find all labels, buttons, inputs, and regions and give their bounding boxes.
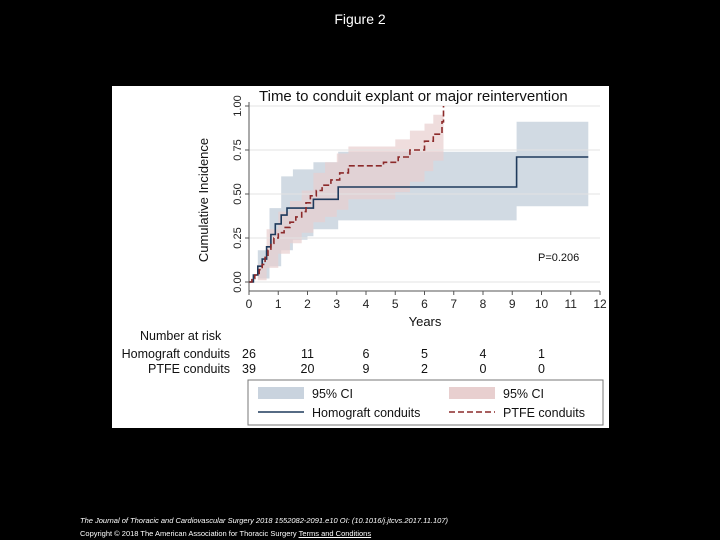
figure-panel: 0.00 0.25 0.50 0.75 1.00 0 1 2 3 4 5 6 7 8 9 10 11 12 Tim… — [112, 86, 609, 428]
x-tick-label-5: 5 — [392, 297, 399, 311]
terms-link[interactable]: Terms and Conditions — [298, 529, 372, 538]
risk-value-0-4: 4 — [480, 347, 487, 361]
risk-value-0-0: 26 — [242, 347, 256, 361]
x-tick-label-12: 12 — [593, 297, 607, 311]
legend-box — [247, 379, 604, 426]
risk-value-1-0: 39 — [242, 362, 256, 376]
risk-value-1-4: 0 — [480, 362, 487, 376]
x-tick-label-9: 9 — [509, 297, 516, 311]
series-line-ptfe — [249, 106, 445, 283]
legend-label-1: 95% CI — [503, 387, 544, 401]
legend-label-3: PTFE conduits — [503, 406, 585, 420]
legend-label-2: Homograft conduits — [312, 406, 420, 420]
series-line-layer — [249, 106, 589, 283]
x-tick-label-8: 8 — [480, 297, 487, 311]
risk-value-0-2: 6 — [363, 347, 370, 361]
copyright-text: Copyright © 2018 The American Associatio… — [80, 529, 297, 538]
risk-table-header: Number at risk — [140, 329, 222, 343]
x-tick-label-1: 1 — [275, 297, 282, 311]
p-value-annotation: P=0.206 — [538, 252, 579, 264]
risk-row-label-0: Homograft conduits — [122, 347, 230, 361]
x-tick-label-6: 6 — [421, 297, 428, 311]
slide-title: Figure 2 — [334, 11, 386, 27]
risk-value-1-1: 20 — [301, 362, 315, 376]
series-line-homograft — [249, 156, 589, 283]
legend: 95% CI 95% CI Homograft conduits PTFE condu… — [247, 379, 604, 426]
x-tick-label-3: 3 — [333, 297, 340, 311]
y-axis-label: Cumulative Incidence — [196, 138, 211, 262]
chart-svg: 0.000.250.500.751.000 1 2 3 4 5 6 7 8 9 10 11 12 Tim… — [122, 88, 607, 426]
risk-value-0-5: 1 — [538, 347, 545, 361]
x-tick-label-0: 0 — [246, 297, 253, 311]
risk-value-1-3: 2 — [421, 362, 428, 376]
ci-band-homograft — [249, 121, 589, 282]
risk-value-1-2: 9 — [363, 362, 370, 376]
chart-title: Time to conduit explant or major reinter… — [259, 88, 568, 105]
risk-row-label-1: PTFE conduits — [148, 362, 230, 376]
y-tick-label-3: 0.75 — [232, 139, 244, 160]
x-tick-label-10: 10 — [535, 297, 549, 311]
risk-value-0-3: 5 — [421, 347, 428, 361]
copyright-line: Copyright © 2018 The American Associatio… — [80, 529, 371, 538]
y-tick-label-4: 1.00 — [232, 95, 244, 116]
y-tick-label-2: 0.50 — [232, 183, 244, 204]
y-tick-label-0: 0.00 — [232, 271, 244, 292]
legend-label-0: 95% CI — [312, 387, 353, 401]
risk-value-1-5: 0 — [538, 362, 545, 376]
legend-swatch-0 — [258, 387, 304, 399]
x-axis-label: Years — [409, 314, 442, 329]
x-tick-label-2: 2 — [304, 297, 311, 311]
x-tick-label-11: 11 — [565, 297, 578, 311]
risk-table: Number at risk Homograft conduits 26 11 6 5 4 1… — [122, 329, 545, 376]
axes-layer: 0.000.250.500.751.000 1 2 3 4 5 6 7 8 9 10 11 12 — [232, 95, 607, 311]
x-tick-label-4: 4 — [363, 297, 370, 311]
legend-swatch-1 — [449, 387, 495, 399]
y-tick-label-1: 0.25 — [232, 227, 244, 248]
risk-value-0-1: 11 — [301, 347, 314, 361]
x-tick-label-7: 7 — [450, 297, 457, 311]
citation-text: The Journal of Thoracic and Cardiovascul… — [80, 516, 449, 525]
